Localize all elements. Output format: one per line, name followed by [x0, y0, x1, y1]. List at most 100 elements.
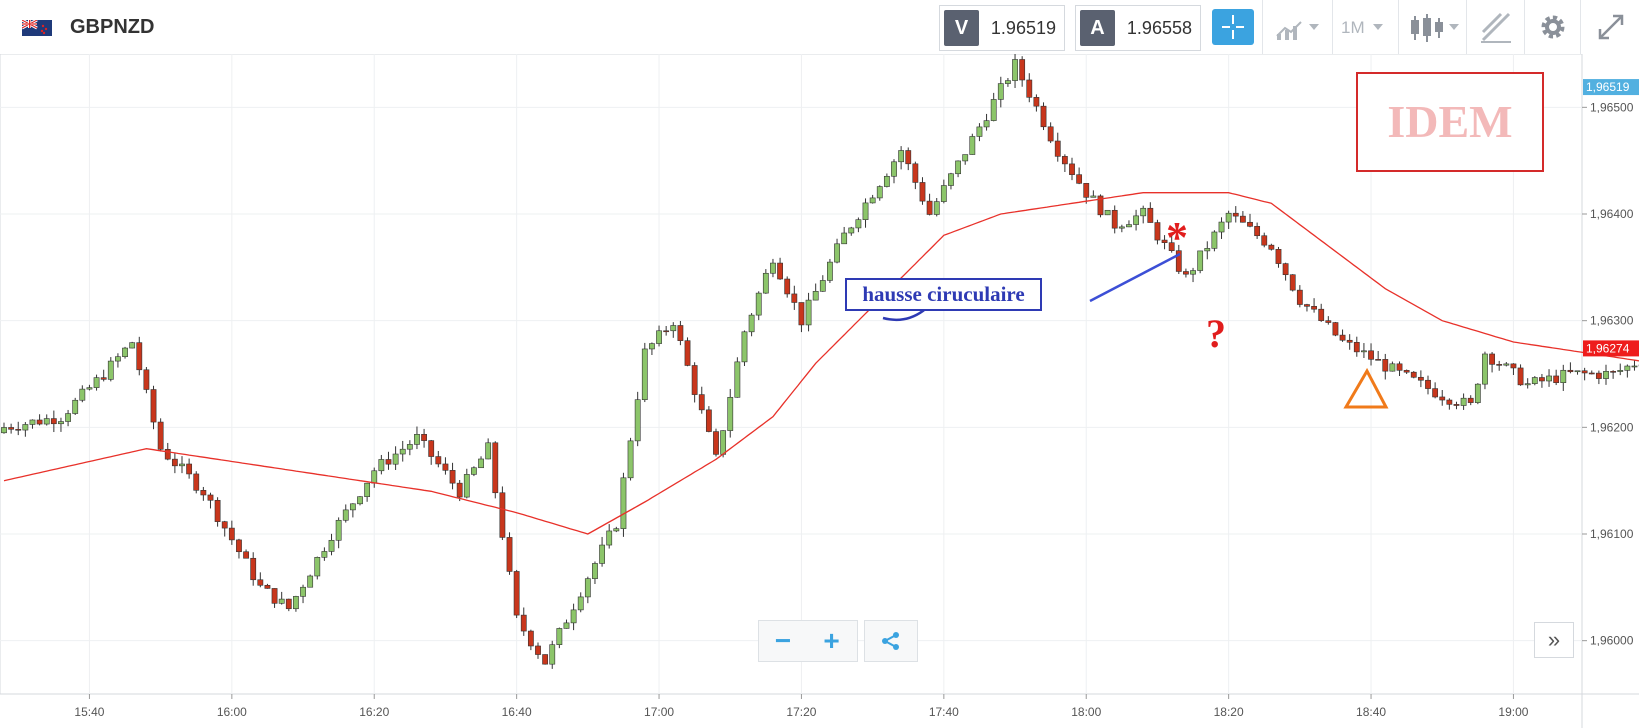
- candle-body: [107, 360, 114, 380]
- candle-body: [955, 160, 961, 175]
- candle-body: [798, 302, 805, 326]
- candle-body: [307, 575, 314, 588]
- candle-body: [1005, 80, 1011, 84]
- candle-body: [599, 544, 605, 564]
- candle-body: [321, 551, 328, 558]
- candle-body: [93, 377, 100, 388]
- candle-body: [727, 396, 734, 431]
- candle-body: [1417, 376, 1424, 381]
- x-tick-label: 15:40: [74, 705, 104, 719]
- candle-body: [855, 219, 862, 229]
- x-tick-label: 16:00: [217, 705, 247, 719]
- candle-body: [257, 579, 264, 586]
- candle-body: [421, 434, 427, 441]
- candle-body: [29, 419, 36, 425]
- candle-body: [1254, 226, 1261, 237]
- candlestick-chart[interactable]: 1,96000 1,96100 1,96200 1,96300 1,96400 1,965…: [0, 54, 1639, 728]
- candle-body: [1311, 306, 1317, 310]
- buy-price-button[interactable]: A 1.96558: [1075, 5, 1201, 51]
- candle-body: [221, 521, 228, 529]
- timeframe-button[interactable]: 1M: [1332, 0, 1399, 54]
- candle-body: [983, 120, 990, 128]
- candle-body: [1567, 369, 1574, 373]
- crosshair-button[interactable]: [1212, 9, 1254, 45]
- candle-body: [342, 509, 349, 521]
- candle-body: [378, 459, 385, 472]
- buy-price: 1.96558: [1126, 18, 1192, 38]
- indicators-button[interactable]: [1262, 0, 1333, 54]
- candle-body: [463, 474, 470, 498]
- annotation-blue-trendline: [1089, 252, 1181, 303]
- zoom-in-button[interactable]: +: [806, 620, 858, 662]
- candle-body: [563, 622, 570, 629]
- candle-body: [819, 280, 826, 292]
- candle-body: [1403, 370, 1410, 373]
- candle-body: [1268, 244, 1275, 250]
- candle-body: [1275, 248, 1282, 264]
- candle-body: [314, 557, 321, 577]
- candle-body: [1040, 105, 1047, 128]
- flag-gbnz-icon: [22, 20, 52, 36]
- candle-body: [1133, 215, 1139, 225]
- symbol-title[interactable]: GBPNZD: [70, 16, 155, 38]
- candle-body: [392, 453, 399, 465]
- candle-body: [1225, 212, 1232, 223]
- candle-body: [36, 419, 43, 425]
- y-tick-label: 1,96000: [1590, 634, 1634, 648]
- candle-body: [65, 413, 71, 422]
- candle-body: [969, 136, 976, 155]
- candle-body: [1332, 322, 1339, 336]
- candle-body: [1296, 289, 1303, 305]
- candle-body: [933, 201, 940, 215]
- candle-body: [328, 539, 335, 552]
- candle-body: [435, 456, 442, 465]
- candle-body: [1161, 239, 1168, 243]
- drawing-tools-button[interactable]: [1466, 0, 1525, 54]
- settings-button[interactable]: [1524, 0, 1581, 54]
- candle-body: [50, 418, 57, 425]
- indicators-icon: [1276, 21, 1319, 40]
- candle-body: [641, 348, 648, 400]
- candle-body: [926, 200, 933, 215]
- candle-body: [250, 557, 257, 581]
- x-tick-label: 18:40: [1356, 705, 1386, 719]
- candle-body: [1126, 224, 1132, 228]
- x-tick-label: 19:00: [1498, 705, 1528, 719]
- candle-body: [1446, 399, 1453, 405]
- candle-body: [300, 586, 306, 597]
- candle-body: [592, 563, 598, 579]
- candle-body: [143, 369, 150, 390]
- sell-price-button[interactable]: V 1.96519: [939, 5, 1065, 51]
- plus-icon: +: [823, 625, 840, 656]
- candle-body: [186, 463, 193, 475]
- candle-body: [1047, 126, 1054, 142]
- candle-body: [1232, 212, 1239, 217]
- candle-body: [1489, 353, 1495, 365]
- candle-body: [1539, 377, 1545, 382]
- candle-body: [784, 278, 791, 295]
- candle-body: [1211, 231, 1218, 249]
- candle-body: [157, 421, 164, 450]
- candle-body: [371, 470, 378, 484]
- plot-area: [0, 54, 1583, 695]
- chart-type-button[interactable]: [1398, 0, 1467, 54]
- candle-body: [1560, 369, 1567, 384]
- share-button[interactable]: [864, 620, 918, 662]
- candle-body: [848, 227, 855, 234]
- sell-price: 1.96519: [990, 18, 1056, 38]
- candle-body: [428, 440, 435, 457]
- candle-body: [1439, 396, 1446, 401]
- candle-body: [663, 330, 670, 333]
- candle-body: [1546, 375, 1552, 382]
- candle-body: [72, 399, 79, 414]
- candle-body: [1339, 334, 1346, 341]
- zoom-out-button[interactable]: −: [758, 620, 808, 662]
- candle-body: [841, 232, 848, 245]
- candle-body: [1083, 183, 1090, 198]
- fullscreen-button[interactable]: [1580, 0, 1639, 54]
- candle-body: [1218, 221, 1225, 233]
- scroll-right-button[interactable]: »: [1534, 622, 1574, 658]
- candle-body: [755, 292, 762, 316]
- candle-body: [1482, 353, 1488, 385]
- candle-body: [1304, 304, 1310, 307]
